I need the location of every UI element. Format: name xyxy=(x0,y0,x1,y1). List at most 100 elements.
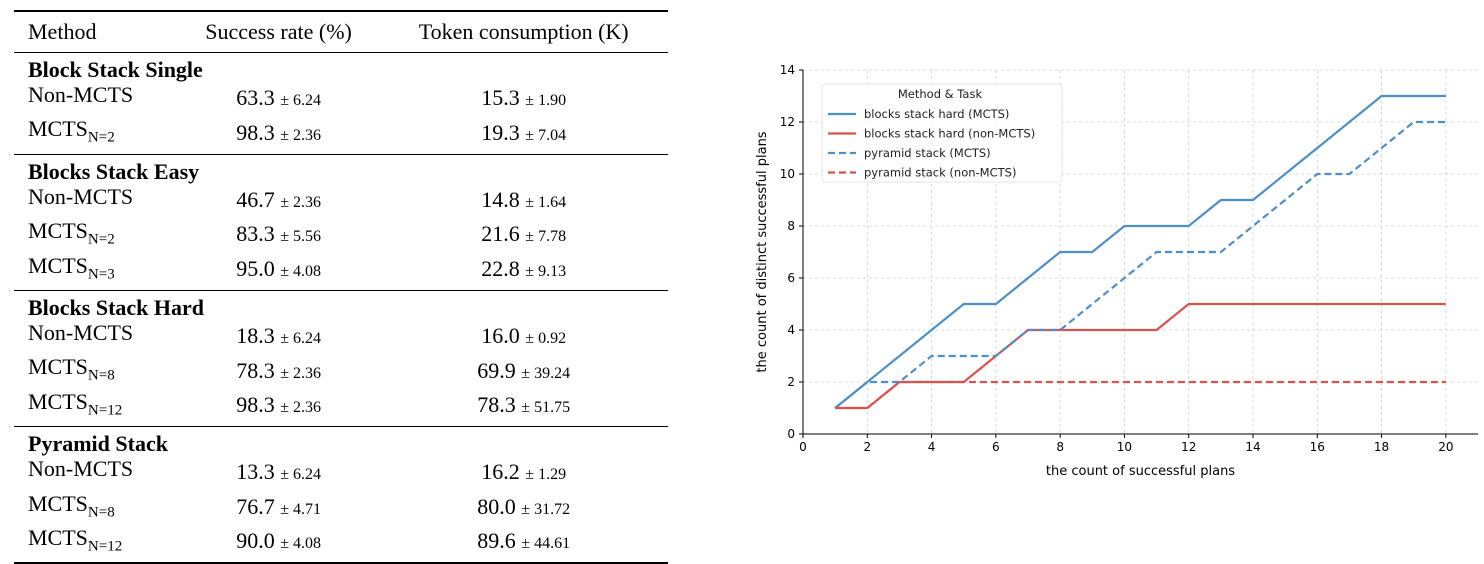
success-cell: 63.3 ± 6.24 xyxy=(178,82,380,116)
method-cell: MCTSN=12 xyxy=(14,389,178,427)
group-blocks-stack-easy: Blocks Stack Easy Non-MCTS 46.7 ± 2.36 1… xyxy=(14,154,668,291)
table-row: MCTSN=2 83.3 ± 5.56 21.6 ± 7.78 xyxy=(14,218,668,252)
method-name: MCTS xyxy=(28,116,88,142)
header-success-rate: Success rate (%) xyxy=(205,19,352,44)
legend-title: Method & Task xyxy=(898,87,983,101)
table-row: Non-MCTS 18.3 ± 6.24 16.0 ± 0.92 xyxy=(14,320,668,354)
success-value: 78.3 xyxy=(236,357,275,383)
success-std: ± 4.08 xyxy=(280,535,321,553)
series-line xyxy=(835,302,1446,410)
group-title-row: Blocks Stack Hard xyxy=(14,290,668,320)
success-cell: 90.0 ± 4.08 xyxy=(178,525,380,563)
method-cell: Non-MCTS xyxy=(14,320,178,354)
success-cell: 95.0 ± 4.08 xyxy=(178,253,380,291)
tokens-cell: 15.3 ± 1.90 xyxy=(379,82,668,116)
tokens-cell: 14.8 ± 1.64 xyxy=(379,184,668,218)
tokens-cell: 22.8 ± 9.13 xyxy=(379,253,668,291)
method-subscript: N=2 xyxy=(87,129,115,146)
tokens-cell: 16.0 ± 0.92 xyxy=(379,320,668,354)
success-std: ± 2.36 xyxy=(280,398,321,416)
method-cell: Non-MCTS xyxy=(14,456,178,490)
method-name: MCTS xyxy=(28,524,88,550)
success-cell: 83.3 ± 5.56 xyxy=(178,218,380,252)
x-tick-label: 12 xyxy=(1181,440,1196,454)
group-pyramid-stack: Pyramid Stack Non-MCTS 13.3 ± 6.24 16.2 … xyxy=(14,427,668,564)
table-header: Method Success rate (%) Token consumptio… xyxy=(14,11,668,53)
table-row: MCTSN=3 95.0 ± 4.08 22.8 ± 9.13 xyxy=(14,253,668,291)
table-row: Non-MCTS 13.3 ± 6.24 16.2 ± 1.29 xyxy=(14,456,668,490)
tokens-std: ± 31.72 xyxy=(521,500,571,518)
x-axis-label: the count of successful plans xyxy=(1046,464,1235,479)
success-cell: 98.3 ± 2.36 xyxy=(178,116,380,154)
legend-frame xyxy=(821,83,1063,183)
chart-legend: Method & Task blocks stack hard (MCTS) blo… xyxy=(821,83,1063,183)
tokens-std: ± 0.92 xyxy=(525,330,567,348)
x-tick-label: 14 xyxy=(1245,440,1260,454)
tokens-cell: 89.6 ± 44.61 xyxy=(379,525,668,563)
method-name: MCTS xyxy=(28,354,88,380)
table-row: MCTSN=8 78.3 ± 2.36 69.9 ± 39.24 xyxy=(14,354,668,388)
success-cell: 18.3 ± 6.24 xyxy=(178,320,380,354)
tokens-cell: 16.2 ± 1.29 xyxy=(379,456,668,490)
y-tick-label: 6 xyxy=(787,271,795,285)
success-value: 63.3 xyxy=(236,85,275,111)
group-title: Blocks Stack Hard xyxy=(28,294,205,320)
tokens-std: ± 7.04 xyxy=(525,126,567,144)
tokens-value: 78.3 xyxy=(477,391,516,417)
tokens-value: 89.6 xyxy=(477,528,516,554)
y-tick-label: 10 xyxy=(780,167,795,181)
success-cell: 13.3 ± 6.24 xyxy=(178,456,380,490)
table-row: Non-MCTS 63.3 ± 6.24 15.3 ± 1.90 xyxy=(14,82,668,116)
success-value: 13.3 xyxy=(236,459,275,485)
legend-entry: blocks stack hard (non-MCTS) xyxy=(864,127,1035,141)
method-name: MCTS xyxy=(28,490,88,516)
success-value: 46.7 xyxy=(236,186,275,212)
tokens-std: ± 51.75 xyxy=(521,398,571,416)
tokens-std: ± 1.90 xyxy=(525,92,567,110)
y-tick-label: 12 xyxy=(780,115,795,129)
tokens-std: ± 39.24 xyxy=(521,364,571,382)
method-cell: MCTSN=3 xyxy=(14,253,178,291)
table-row: MCTSN=12 98.3 ± 2.36 78.3 ± 51.75 xyxy=(14,389,668,427)
success-value: 90.0 xyxy=(236,528,275,554)
method-subscript: N=12 xyxy=(87,402,123,419)
chart-axes: 0 2 4 6 8 10 12 14 16 18 20 0 2 4 6 8 10 12 14 xyxy=(780,63,1478,454)
x-tick-label: 20 xyxy=(1438,440,1453,454)
legend-entry: blocks stack hard (MCTS) xyxy=(864,107,1009,121)
group-title: Pyramid Stack xyxy=(28,431,168,457)
x-tick-label: 16 xyxy=(1310,440,1325,454)
method-name: Non-MCTS xyxy=(28,82,134,107)
method-subscript: N=3 xyxy=(87,265,115,282)
y-tick-label: 4 xyxy=(787,323,795,337)
header-token-consumption: Token consumption (K) xyxy=(418,19,629,44)
x-tick-label: 2 xyxy=(863,440,871,454)
tokens-cell: 78.3 ± 51.75 xyxy=(379,389,668,427)
success-value: 76.7 xyxy=(236,493,275,519)
results-table: Method Success rate (%) Token consumptio… xyxy=(14,10,668,564)
chart-series xyxy=(834,94,1446,410)
success-cell: 78.3 ± 2.36 xyxy=(178,354,380,388)
tokens-std: ± 9.13 xyxy=(525,262,567,280)
tokens-value: 69.9 xyxy=(477,357,516,383)
group-block-stack-single: Block Stack Single Non-MCTS 63.3 ± 6.24 … xyxy=(14,53,668,155)
success-std: ± 2.36 xyxy=(280,364,321,382)
success-std: ± 6.24 xyxy=(280,92,321,110)
group-title-row: Blocks Stack Easy xyxy=(14,154,668,184)
tokens-value: 15.3 xyxy=(481,85,520,111)
x-tick-label: 0 xyxy=(799,440,807,454)
group-title: Block Stack Single xyxy=(28,57,203,82)
method-name: MCTS xyxy=(28,252,88,278)
success-value: 83.3 xyxy=(236,221,275,247)
method-cell: MCTSN=12 xyxy=(14,525,178,563)
x-tick-label: 10 xyxy=(1117,440,1132,454)
method-cell: Non-MCTS xyxy=(14,82,178,116)
success-std: ± 2.36 xyxy=(280,126,321,144)
x-tick-label: 4 xyxy=(928,440,936,454)
success-std: ± 2.36 xyxy=(280,193,321,211)
success-value: 18.3 xyxy=(236,323,275,349)
tokens-cell: 19.3 ± 7.04 xyxy=(379,116,668,154)
group-blocks-stack-hard: Blocks Stack Hard Non-MCTS 18.3 ± 6.24 1… xyxy=(14,290,668,427)
table-header-row: Method Success rate (%) Token consumptio… xyxy=(14,11,668,53)
y-tick-label: 0 xyxy=(787,427,795,441)
legend-entry: pyramid stack (non-MCTS) xyxy=(864,166,1016,180)
